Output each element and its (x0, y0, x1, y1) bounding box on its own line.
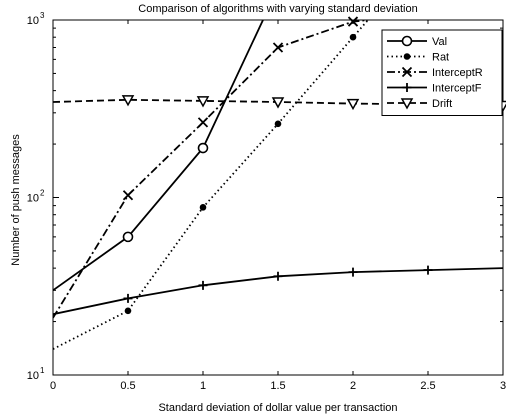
legend-label-interceptr: InterceptR (432, 67, 483, 79)
legend-box (381, 29, 503, 116)
series-line-rat (53, 20, 369, 350)
data-point-interceptf (198, 280, 208, 290)
data-point-interceptr (197, 117, 209, 128)
chart-title: Comparison of algorithms with varying st… (138, 3, 417, 15)
legend-marker-drift (400, 98, 414, 110)
x-tick-label: 3 (500, 380, 506, 392)
x-tick-label: 1.5 (270, 380, 285, 392)
data-point-rat (199, 204, 207, 211)
y-tick-label: 10 (27, 15, 39, 27)
series-line-interceptr (53, 20, 369, 319)
y-tick-exponent: 1 (40, 366, 45, 375)
legend-marker-val (401, 35, 413, 47)
x-tick-label: 2 (350, 380, 356, 392)
data-point-interceptr (272, 42, 284, 53)
y-tick-label: 10 (27, 370, 39, 382)
data-point-interceptr (122, 190, 134, 201)
data-point-drift (196, 96, 210, 108)
x-tick-label: 1 (200, 380, 206, 392)
x-tick-label: 2.5 (420, 380, 435, 392)
legend-label-interceptf: InterceptF (432, 83, 482, 95)
legend-marker-interceptf (402, 83, 412, 92)
y-axis-label: Number of push messages (10, 134, 22, 266)
data-point-interceptf (423, 265, 433, 275)
data-point-interceptf (123, 293, 133, 303)
legend-label-drift: Drift (432, 98, 452, 110)
data-point-rat (124, 307, 132, 315)
data-point-interceptf (273, 271, 283, 281)
series-line-val (53, 20, 264, 292)
data-point-val (122, 231, 134, 243)
x-tick-label: 0.5 (120, 380, 135, 392)
data-point-rat (274, 120, 282, 128)
legend-label-val: Val (432, 36, 447, 48)
data-point-drift (271, 97, 285, 109)
legend-marker-rat (403, 53, 411, 60)
legend-label-rat: Rat (432, 52, 449, 64)
data-point-interceptf (348, 267, 358, 277)
data-point-drift (346, 98, 360, 111)
x-axis-label: Standard deviation of dollar value per t… (158, 402, 397, 414)
y-tick-exponent: 2 (40, 189, 45, 198)
data-point-interceptr (347, 16, 359, 27)
data-point-val (197, 142, 209, 154)
x-tick-label: 0 (50, 380, 56, 392)
legend-marker-interceptr (401, 66, 413, 78)
y-tick-exponent: 3 (40, 11, 45, 20)
data-point-rat (349, 33, 357, 41)
data-point-drift (121, 95, 135, 107)
y-tick-label: 10 (27, 193, 39, 205)
